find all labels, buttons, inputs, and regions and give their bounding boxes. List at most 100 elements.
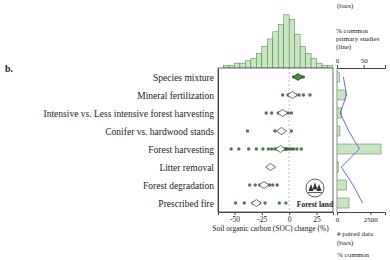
study-point — [263, 201, 266, 204]
tick: Prescribed fire — [158, 199, 218, 209]
tick: -25 — [257, 212, 267, 224]
side-top-title: primary studies — [336, 35, 380, 43]
pooled-diamond — [251, 200, 261, 207]
study-point — [308, 93, 311, 96]
study-point — [270, 111, 273, 114]
side-bottom-axis: 0 2500 — [336, 212, 386, 224]
study-point — [275, 183, 278, 186]
paired-data-bar — [337, 198, 349, 208]
study-point — [264, 111, 267, 114]
study-point — [247, 147, 250, 150]
tick: 0 — [336, 57, 340, 68]
histogram-bar — [295, 34, 300, 68]
tick-label: -50 — [230, 215, 240, 224]
common-studies-line — [340, 77, 362, 203]
tick-label: 50 — [361, 57, 369, 65]
side-top-title: (line) — [336, 43, 352, 51]
tick-label: 2500 — [364, 216, 379, 224]
study-point — [290, 111, 293, 114]
side-bottom-title: (bars) — [337, 239, 354, 247]
paired-data-bar — [337, 108, 342, 118]
reference-line — [289, 68, 290, 212]
paired-data-bar — [337, 180, 346, 190]
tick-label: 25 — [313, 215, 321, 224]
category-label: Forest harvesting — [148, 145, 214, 155]
histogram-bar — [256, 54, 261, 69]
tick-mark — [337, 65, 338, 68]
icon-tree — [309, 184, 314, 191]
study-point — [255, 147, 258, 150]
tick: Mineral fertilization — [137, 91, 218, 101]
histogram-bar — [240, 63, 245, 68]
study-point — [261, 147, 264, 150]
cropped-text: % common — [337, 251, 370, 259]
pooled-diamond — [259, 182, 269, 189]
tick: 50 — [361, 57, 369, 68]
panel-label: b. — [5, 63, 14, 74]
side-marks — [337, 72, 381, 208]
study-point — [284, 201, 287, 204]
category-label: Forest degradation — [143, 181, 214, 191]
histogram-bar — [245, 61, 250, 68]
pooled-diamond — [287, 92, 297, 99]
category-label: Conifer vs. hardwood stands — [105, 127, 214, 137]
y-axis: Species mixture Mineral fertilization Inte… — [44, 69, 219, 213]
tick: 0 — [288, 212, 292, 224]
tick-label: 0 — [288, 215, 292, 224]
side-top-title: % common — [336, 27, 369, 35]
histogram-bar — [262, 46, 267, 68]
study-point — [248, 183, 251, 186]
tick-mark — [337, 212, 338, 215]
study-point — [267, 147, 270, 150]
tick: Forest degradation — [143, 181, 218, 191]
axis-line — [218, 69, 219, 213]
study-point — [270, 147, 273, 150]
histogram-bar — [273, 32, 278, 68]
tick-mark — [370, 212, 371, 215]
study-point — [300, 147, 303, 150]
forest-icon — [306, 179, 324, 197]
tick: Litter removal — [159, 163, 218, 173]
icon-tree — [317, 184, 322, 191]
study-point — [302, 93, 305, 96]
x-axis-title: Soil organic carbon (SOC) change (%) — [212, 224, 329, 233]
study-point — [246, 129, 249, 132]
side-top-axis: 0 50 — [336, 57, 386, 69]
tick: 0 — [336, 212, 340, 224]
paired-data-bar — [337, 162, 338, 172]
icon-tree — [313, 183, 318, 190]
study-point — [278, 201, 281, 204]
histogram-bar — [267, 39, 272, 68]
histogram-bar — [289, 20, 294, 68]
study-point — [290, 129, 293, 132]
chart: -50 -25 0 25 Species mixture Mineral fertiliz… — [0, 0, 390, 260]
tick-mark — [364, 65, 365, 68]
histogram-bar — [317, 63, 322, 68]
cropped-text: (bars) — [337, 2, 354, 10]
histogram-bar — [234, 63, 239, 68]
category-label: Litter removal — [159, 163, 214, 173]
category-label: Prescribed fire — [158, 199, 214, 209]
study-point — [295, 147, 298, 150]
histogram-bar — [311, 58, 316, 68]
tick: Forest harvesting — [148, 145, 218, 155]
study-point — [281, 93, 284, 96]
histogram — [223, 15, 333, 68]
tick: Intensive vs. Less intensive forest harv… — [44, 109, 218, 119]
tick: Conifer vs. hardwood stands — [105, 127, 218, 137]
study-point — [234, 201, 237, 204]
paired-data-bar — [337, 126, 340, 136]
study-point — [243, 201, 246, 204]
plot-frame — [218, 68, 333, 212]
x-axis: -50 -25 0 25 — [219, 212, 334, 224]
icon-ground — [308, 192, 322, 193]
tick: 25 — [313, 212, 321, 224]
axis-line — [338, 65, 386, 69]
icon-circle — [306, 179, 324, 197]
category-label: Species mixture — [153, 73, 214, 83]
side-bottom-title: # paired data — [337, 230, 374, 238]
pooled-diamond — [278, 110, 288, 117]
pooled-diamond — [277, 128, 287, 135]
pooled-diamond — [293, 74, 303, 81]
study-point — [237, 147, 240, 150]
